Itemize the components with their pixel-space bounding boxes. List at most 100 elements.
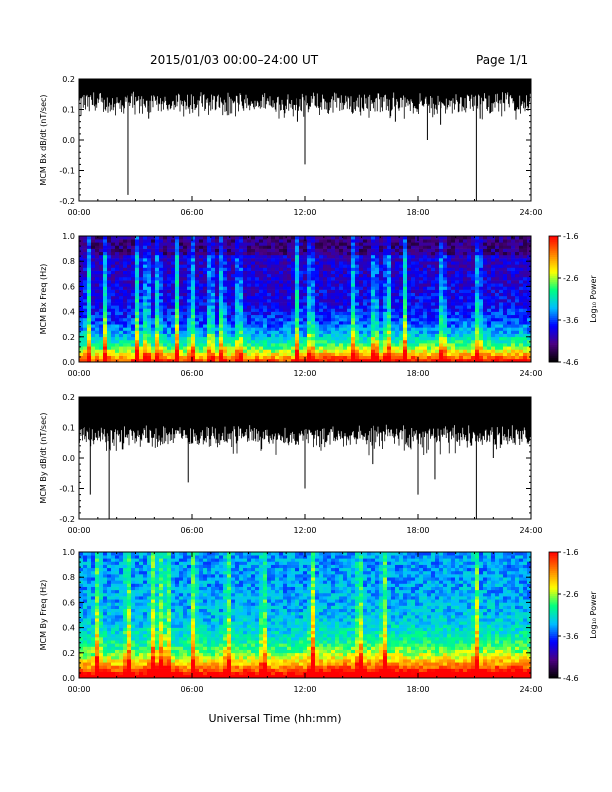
spectrogram-cell: [435, 339, 440, 344]
spectrogram-cell: [231, 327, 236, 331]
spectrogram-cell: [103, 251, 108, 256]
spectrogram-cell: [111, 343, 116, 347]
spectrogram-cell: [515, 267, 520, 271]
spectrogram-cell: [151, 302, 156, 306]
spectrogram-cell: [191, 292, 196, 297]
spectrogram-cell: [187, 358, 192, 363]
spectrogram-cell: [215, 273, 220, 278]
spectrogram-cell: [375, 333, 380, 338]
spectrogram-cell: [351, 254, 356, 259]
spectrogram-cell: [231, 254, 236, 259]
spectrogram-cell: [323, 349, 328, 353]
spectrogram-cell: [527, 324, 532, 328]
spectrogram-cell: [399, 355, 404, 360]
spectrogram-cell: [291, 254, 296, 259]
spectrogram-cell: [267, 242, 272, 246]
spectrogram-cell: [103, 299, 108, 303]
spectrogram-cell: [307, 264, 312, 268]
spectrogram-cell: [143, 295, 148, 300]
spectrogram-cell: [315, 248, 320, 253]
spectrogram-cell: [167, 308, 172, 312]
spectrogram-cell: [167, 339, 172, 344]
spectrogram-cell: [319, 302, 324, 306]
spectrogram-cell: [195, 299, 200, 303]
spectrogram-cell: [515, 280, 520, 284]
spectrogram-cell: [199, 248, 204, 253]
spectrogram-cell: [311, 339, 316, 344]
spectrogram-cell: [323, 333, 328, 338]
spectrogram-cell: [407, 321, 412, 325]
spectrogram-cell: [179, 358, 184, 363]
y-tick-label: 0.1: [62, 106, 75, 115]
spectrogram-cell: [175, 333, 180, 338]
spectrogram-cell: [127, 349, 132, 353]
spectrogram-cell: [139, 276, 144, 281]
spectrogram-cell: [123, 311, 128, 316]
spectrogram-cell: [203, 258, 208, 262]
spectrogram-cell: [283, 245, 288, 249]
spectrogram-cell: [403, 251, 408, 256]
spectrogram-cell: [387, 352, 392, 356]
spectrogram-cell: [87, 248, 92, 253]
spectrogram-cell: [503, 267, 508, 271]
spectrogram-cell: [455, 264, 460, 268]
spectrogram-cell: [399, 258, 404, 262]
spectrogram-cell: [159, 258, 164, 262]
spectrogram-cell: [339, 346, 344, 350]
spectrogram-cell: [255, 352, 260, 356]
spectrogram-cell: [123, 308, 128, 312]
spectrogram-cell: [487, 280, 492, 284]
spectrogram-cell: [415, 242, 420, 246]
spectrogram-cell: [527, 336, 532, 341]
spectrogram-cell: [363, 324, 368, 328]
spectrogram-cell: [223, 343, 228, 347]
spectrogram-cell: [83, 254, 88, 259]
spectrogram-cell: [335, 261, 340, 265]
spectrogram-cell: [95, 261, 100, 265]
spectrogram-cell: [327, 336, 332, 341]
spectrogram-cell: [467, 343, 472, 347]
spectrogram-cell: [239, 239, 244, 243]
spectrogram-cell: [235, 242, 240, 246]
spectrogram-cell: [119, 336, 124, 341]
spectrogram-cell: [475, 236, 480, 240]
spectrogram-cell: [179, 286, 184, 290]
spectrogram-cell: [191, 251, 196, 256]
spectrogram-cell: [147, 339, 152, 344]
spectrogram-cell: [319, 276, 324, 281]
spectrogram-cell: [223, 242, 228, 246]
spectrogram-cell: [99, 330, 104, 334]
spectrogram-cell: [339, 333, 344, 338]
spectrogram-cell: [447, 333, 452, 338]
spectrogram-cell: [251, 239, 256, 243]
spectrogram-cell: [475, 245, 480, 249]
spectrogram-cell: [335, 302, 340, 306]
spectrogram-cell: [143, 283, 148, 287]
spectrogram-cell: [95, 264, 100, 268]
spectrogram-cell: [123, 305, 128, 309]
spectrogram-cell: [459, 270, 464, 275]
spectrogram-cell: [103, 295, 108, 300]
spectrogram-cell: [279, 254, 284, 259]
spectrogram-cell: [459, 280, 464, 284]
spectrogram-cell: [395, 311, 400, 316]
spectrogram-cell: [427, 355, 432, 360]
spectrogram-cell: [339, 349, 344, 353]
spectrogram-cell: [123, 349, 128, 353]
spectrogram-cell: [271, 283, 276, 287]
spectrogram-cell: [403, 339, 408, 344]
spectrogram-cell: [415, 352, 420, 356]
spectrogram-cell: [159, 355, 164, 360]
spectrogram-cell: [347, 308, 352, 312]
spectrogram-cell: [87, 251, 92, 256]
spectrogram-cell: [283, 333, 288, 338]
spectrogram-cell: [219, 305, 224, 309]
spectrogram-cell: [343, 305, 348, 309]
spectrogram-cell: [139, 239, 144, 243]
spectrogram-cell: [87, 305, 92, 309]
spectrogram-cell: [507, 317, 512, 322]
spectrogram-cell: [507, 236, 512, 240]
spectrogram-cell: [191, 261, 196, 265]
spectrogram-cell: [323, 324, 328, 328]
